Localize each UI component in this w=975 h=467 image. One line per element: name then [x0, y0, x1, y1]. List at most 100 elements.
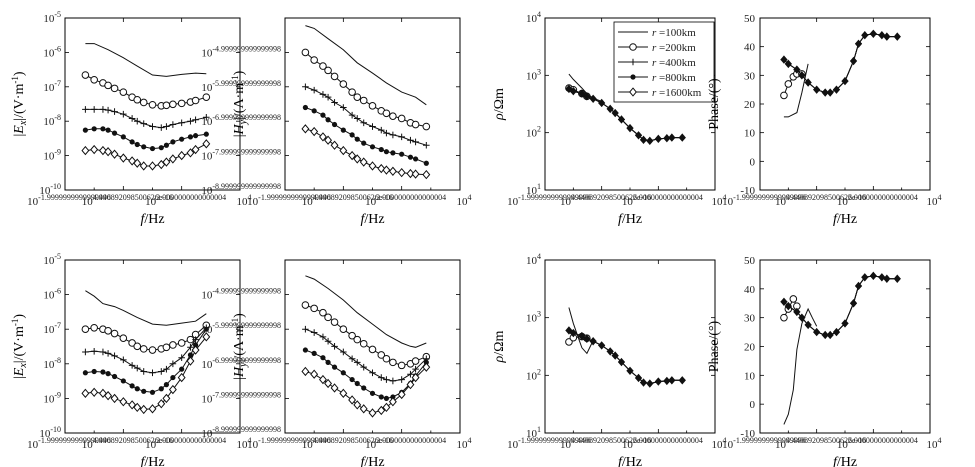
x-tick-label: 104	[712, 193, 727, 208]
x-tick-label: 104	[927, 193, 942, 208]
data-point	[849, 299, 858, 308]
data-point	[377, 374, 385, 381]
x-tick-label: 104	[712, 436, 727, 451]
data-point	[813, 85, 821, 94]
data-point	[139, 404, 148, 415]
data-point	[191, 144, 200, 155]
data-point	[163, 382, 170, 388]
data-point	[105, 127, 111, 133]
series-r=100km	[568, 307, 594, 355]
data-point	[311, 350, 317, 356]
data-point	[423, 359, 429, 365]
data-point	[82, 127, 88, 133]
y-tick-label: 20	[744, 99, 756, 111]
data-point	[119, 334, 128, 342]
y-tick-label: 50	[744, 13, 756, 25]
data-point	[784, 59, 792, 69]
data-point	[310, 329, 318, 336]
data-point	[177, 150, 186, 161]
data-point	[646, 136, 654, 146]
x-tick-label: 104	[457, 436, 472, 451]
x-tick-label: 102.0000000000000004	[145, 193, 226, 208]
plot-frame	[759, 17, 931, 191]
data-point	[406, 379, 415, 390]
data-point	[330, 383, 339, 393]
data-point	[589, 94, 597, 103]
data-point	[382, 354, 391, 363]
x-axis-label: f/Hz	[618, 455, 642, 467]
data-point	[311, 108, 317, 114]
x-tick-label: 104	[237, 193, 252, 208]
plot-frame	[759, 259, 931, 434]
data-point	[784, 301, 792, 311]
data-point	[310, 86, 318, 94]
y-tick-label: 102	[526, 125, 541, 140]
data-point	[202, 93, 211, 101]
data-point	[353, 93, 362, 101]
data-point	[668, 376, 676, 385]
data-point	[611, 108, 619, 118]
data-point	[383, 129, 390, 137]
data-point	[578, 89, 586, 98]
data-point	[128, 115, 136, 122]
y-tick-label: 10-6	[43, 287, 61, 302]
data-point	[398, 133, 405, 141]
data-point	[120, 134, 126, 140]
data-point	[654, 377, 662, 386]
series-line	[783, 33, 898, 93]
series-r=100km	[85, 290, 207, 326]
data-point	[634, 373, 643, 383]
data-point	[411, 357, 420, 365]
data-point	[324, 378, 333, 389]
series-r=100km	[305, 275, 427, 348]
data-point	[179, 366, 185, 372]
data-point	[133, 95, 142, 104]
data-point	[139, 98, 148, 107]
x-axis-label: f/Hz	[140, 455, 164, 467]
data-point	[318, 374, 327, 385]
data-point	[422, 362, 431, 372]
series-line	[783, 33, 898, 93]
data-point	[854, 39, 863, 48]
y-tick-label: 103	[526, 310, 541, 325]
data-point	[841, 319, 849, 328]
data-point	[348, 395, 357, 405]
data-point	[369, 123, 376, 130]
data-point	[349, 132, 355, 138]
data-point	[90, 323, 98, 332]
series-r=1600km	[81, 332, 211, 415]
data-point	[149, 123, 156, 130]
series-line	[85, 43, 207, 77]
series-r=400km	[82, 106, 210, 131]
series-line	[85, 108, 207, 129]
legend: r =100km r =200km r =400km r =800km r =1600k…	[613, 21, 715, 103]
data-point	[168, 154, 177, 164]
series-r=800km	[82, 326, 209, 395]
data-point	[598, 98, 606, 108]
data-point	[331, 121, 338, 128]
data-point	[339, 145, 348, 156]
data-point	[302, 104, 308, 111]
chart-panel-rho_bot: 10-1.9999999999999996104.440892098500626…	[492, 252, 727, 467]
data-point	[148, 346, 157, 354]
data-point	[91, 126, 97, 132]
data-point	[793, 65, 801, 74]
data-point	[111, 108, 118, 115]
y-tick-label: 10-9	[43, 390, 61, 405]
data-point	[353, 154, 362, 164]
data-point	[411, 372, 420, 383]
y-tick-label: 10-7	[43, 321, 61, 336]
data-point	[589, 337, 597, 346]
data-point	[202, 332, 211, 342]
data-point	[397, 361, 406, 370]
y-tick-label: 40	[744, 42, 756, 54]
data-point	[412, 138, 419, 146]
series-r=100km	[85, 43, 207, 77]
data-point	[324, 93, 332, 101]
data-point	[319, 62, 327, 70]
data-point	[780, 55, 788, 64]
data-point	[630, 74, 636, 80]
data-point	[598, 341, 606, 350]
data-point	[91, 368, 97, 375]
data-point	[389, 358, 397, 367]
